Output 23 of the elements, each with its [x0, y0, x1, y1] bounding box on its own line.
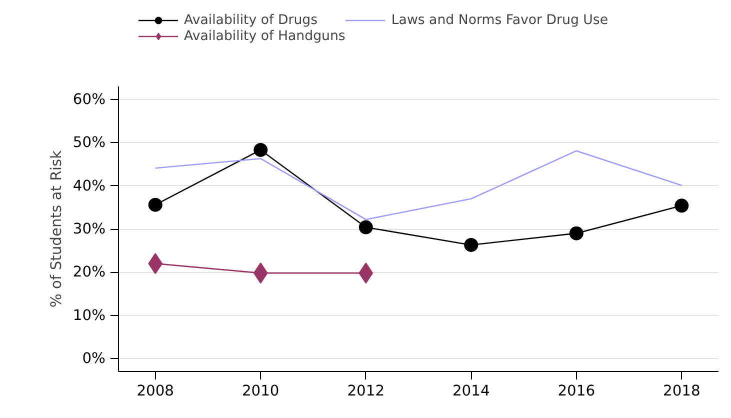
- point: [674, 198, 689, 213]
- legend-label: Availability of Handguns: [184, 28, 346, 44]
- point: [464, 238, 478, 252]
- y-tick-label: 20%: [72, 264, 106, 281]
- point: [358, 220, 373, 234]
- y-axis-title: % of Students at Risk: [48, 150, 65, 308]
- y-tick-label: 30%: [72, 220, 106, 238]
- legend-label: Availability of Drugs: [184, 12, 318, 28]
- x-tick-label: 2016: [558, 382, 596, 400]
- x-tick-label: 2008: [136, 382, 174, 400]
- point: [254, 142, 268, 157]
- x-tick-label: 2018: [663, 382, 700, 400]
- point: [569, 226, 584, 240]
- x-tick-label: 2010: [242, 382, 280, 400]
- point: [148, 198, 162, 212]
- legend-label: Laws and Norms Favor Drug Use: [391, 12, 608, 28]
- y-tick-label: 50%: [72, 134, 106, 152]
- x-tick-label: 2012: [347, 382, 385, 400]
- y-tick-label: 0%: [82, 350, 106, 368]
- y-tick-label: 60%: [72, 90, 106, 108]
- y-tick-label: 10%: [72, 306, 106, 324]
- x-tick-label: 2014: [452, 382, 490, 400]
- y-tick-label: 40%: [72, 177, 106, 194]
